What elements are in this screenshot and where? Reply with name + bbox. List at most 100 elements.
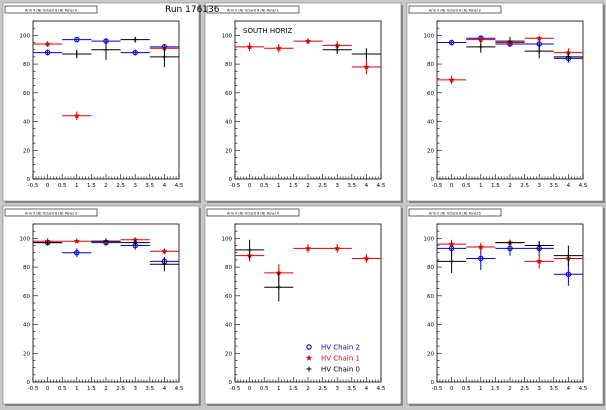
marker-star	[304, 37, 312, 44]
data-point	[437, 75, 467, 85]
marker-star	[73, 112, 80, 119]
x-tick-label: 2.5	[318, 386, 327, 392]
data-point	[466, 242, 496, 252]
x-tick-label: 2	[306, 386, 310, 392]
data-point	[91, 238, 121, 245]
y-tick-label: 40	[427, 323, 434, 329]
data-point	[466, 41, 496, 53]
x-tick-label: 2.5	[116, 183, 125, 189]
marker-plus	[536, 48, 542, 54]
data-point	[495, 239, 525, 246]
data-point	[437, 39, 467, 46]
marker-plus	[536, 243, 542, 249]
x-axis: -0.5 0 0.5 1 1.5 2 2.5 3 3.5 4 4.5	[432, 377, 588, 392]
y-tick-label: 80	[427, 265, 434, 271]
x-tick-label: 3	[335, 183, 339, 189]
panel-label-text: Arm 0 (N) Octant 6 (N) Panel 1	[227, 9, 279, 13]
data-point	[120, 49, 150, 56]
panel-label-text: Arm 0 (N) Octant 6 (N) Panel 2	[429, 9, 481, 13]
x-tick-label: 0	[450, 183, 454, 189]
chart-panel-1: Arm 0 (N) Octant 6 (N) Panel 1 -0.5 0 0.5 1 1…	[204, 2, 403, 203]
data-point	[293, 37, 323, 44]
marker-star	[304, 245, 312, 252]
y-tick-label: 40	[225, 120, 232, 126]
x-tick-label: 4.5	[175, 183, 184, 189]
x-tick-label: 2	[508, 183, 512, 189]
y-tick-label: 40	[23, 323, 30, 329]
panel-label-text: Arm 0 (N) Octant 6 (N) Panel 4	[227, 212, 279, 216]
y-tick-label: 60	[427, 294, 434, 300]
x-tick-label: 1.5	[491, 386, 500, 392]
circle-icon	[306, 344, 312, 350]
y-tick-label: 20	[427, 351, 434, 357]
data-point	[351, 48, 381, 60]
x-tick-label: 2.5	[116, 386, 125, 392]
y-tick-label: 0	[431, 380, 435, 386]
x-axis: -0.5 0 0.5 1 1.5 2 2.5 3 3.5 4 4.5	[230, 377, 386, 392]
x-tick-label: -0.5	[432, 386, 443, 392]
data-point	[62, 111, 92, 121]
y-tick-label: 60	[225, 91, 232, 97]
x-tick-label: 2	[508, 386, 512, 392]
chart-panel-3: Arm 0 (N) Octant 6 (N) Panel 3-0.5 0 0.5 1 1…	[2, 205, 201, 406]
x-tick-label: 0.5	[462, 183, 471, 189]
x-tick-label: 0	[46, 386, 50, 392]
data-point	[351, 254, 381, 263]
x-tick-label: 1	[277, 386, 281, 392]
data-point	[524, 34, 554, 41]
y-tick-label: 40	[427, 120, 434, 126]
data-point	[33, 49, 63, 56]
marker-circle	[74, 249, 80, 256]
y-tick-label: 40	[225, 323, 232, 329]
data-point	[524, 43, 554, 59]
x-tick-label: 4.5	[377, 386, 386, 392]
chart-panel-5: Arm 0 (N) Octant 6 (N) Panel 5-0.5 0 0.5 1 1…	[406, 205, 605, 406]
legend-entry: HV Chain 0	[306, 366, 360, 374]
marker-star	[275, 44, 282, 52]
marker-star	[334, 245, 341, 252]
y-tick-label: 20	[23, 148, 30, 154]
y-tick-label: 60	[23, 294, 30, 300]
marker-plus	[334, 47, 340, 53]
x-tick-label: 1	[277, 183, 281, 189]
marker-star	[448, 240, 455, 247]
y-tick-label: 20	[225, 351, 232, 357]
series-chain0	[62, 36, 179, 67]
x-tick-label: 1.5	[87, 386, 96, 392]
chart-panel-2: Arm 0 (N) Octant 6 (N) Panel 2-0.5 0 0.5 1 1…	[406, 2, 605, 203]
x-tick-label: 2	[306, 183, 310, 189]
marker-star	[363, 63, 370, 70]
x-tick-label: 1.5	[289, 386, 298, 392]
x-tick-label: 1	[75, 386, 79, 392]
y-tick-label: 100	[222, 236, 233, 242]
data-point	[264, 272, 294, 302]
x-tick-label: 3.5	[549, 183, 558, 189]
marker-star	[44, 40, 51, 47]
y-tick-label: 100	[222, 33, 233, 39]
y-tick-label: 60	[225, 294, 232, 300]
chart-panel-4: Arm 0 (N) Octant 6 (N) Panel 4-0.5 0 0.5 1 1…	[204, 205, 403, 406]
panel-label: Arm 0 (N) Octant 6 (N) Panel 2	[408, 5, 502, 14]
legend-entry: HV Chain 1	[305, 355, 360, 363]
data-point	[322, 244, 352, 253]
marker-star	[363, 255, 370, 262]
data-point	[553, 262, 583, 286]
y-tick-label: 20	[23, 351, 30, 357]
data-point	[264, 43, 294, 53]
y-axis: 0 20 40 60 80 100	[424, 223, 442, 386]
x-tick-label: -0.5	[230, 183, 241, 189]
data-point	[437, 249, 467, 273]
y-tick-label: 80	[427, 62, 434, 68]
marker-plus	[132, 37, 138, 43]
pad-background	[2, 2, 200, 202]
x-axis: -0.5 0 0.5 1 1.5 2 2.5 3 3.5 4 4.5	[230, 174, 386, 189]
x-tick-label: 4.5	[579, 183, 588, 189]
x-tick-label: 1.5	[87, 183, 96, 189]
data-point	[553, 245, 583, 266]
y-axis: 0 20 40 60 80 100	[222, 20, 240, 183]
x-tick-label: 4	[365, 386, 369, 392]
x-tick-label: 1	[479, 183, 483, 189]
x-tick-label: 3.5	[145, 386, 154, 392]
data-point	[62, 248, 92, 258]
data-point	[293, 244, 323, 253]
